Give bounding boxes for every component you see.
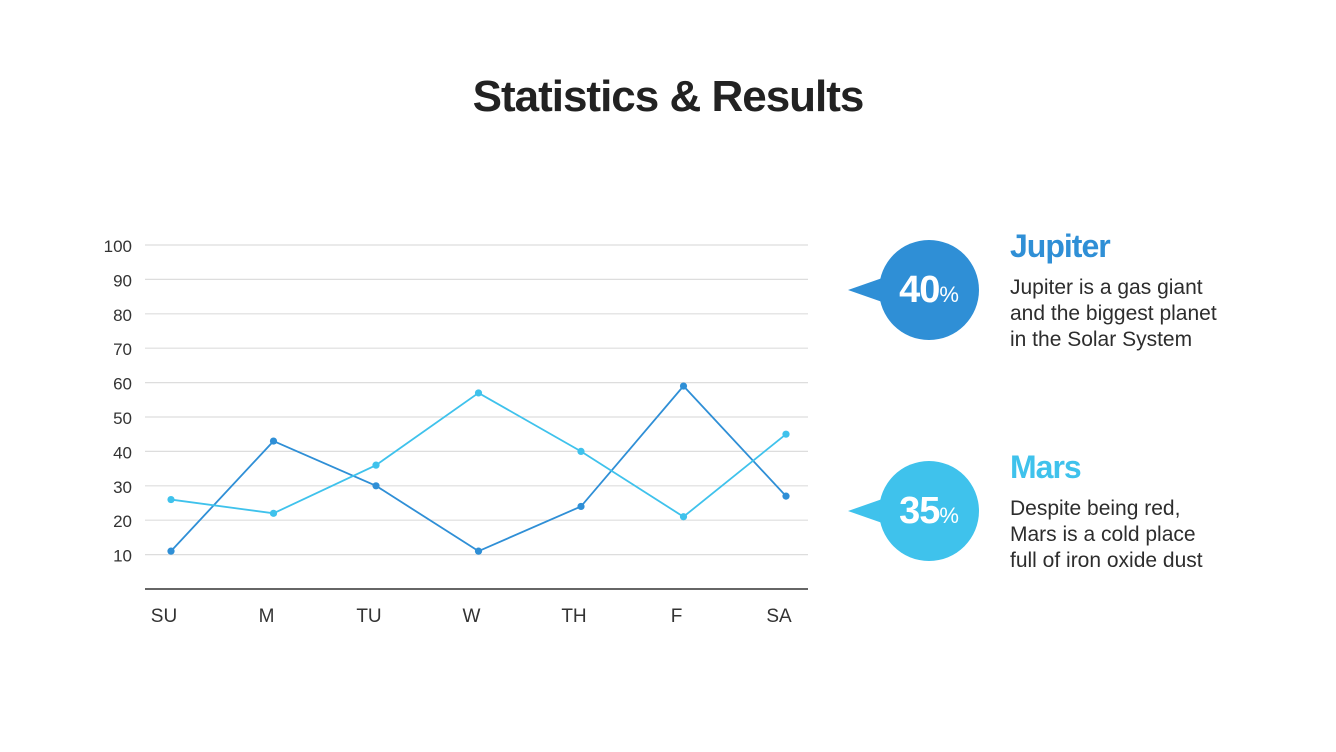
y-tick-label: 90 bbox=[113, 271, 132, 290]
data-point bbox=[782, 430, 790, 438]
x-tick-label: TH bbox=[561, 606, 586, 627]
data-point bbox=[577, 447, 585, 455]
jupiter-desc-line: and the biggest planet bbox=[1010, 302, 1217, 325]
jupiter-percent-bubble: 40 % bbox=[879, 240, 979, 340]
mars-percent-value: 35 bbox=[899, 489, 940, 532]
y-tick-label: 60 bbox=[113, 375, 132, 394]
data-point bbox=[167, 495, 175, 504]
mars-description: Despite being red, Mars is a cold place … bbox=[1010, 496, 1270, 574]
mars-desc-line: Mars is a cold place bbox=[1010, 523, 1196, 546]
data-point bbox=[269, 437, 278, 445]
x-tick-label: W bbox=[463, 606, 481, 627]
y-tick-label: 40 bbox=[113, 443, 132, 462]
y-tick-label: 20 bbox=[113, 512, 132, 531]
x-tick-label: F bbox=[671, 606, 683, 627]
x-tick-label: TU bbox=[356, 606, 381, 627]
data-point bbox=[474, 547, 483, 555]
jupiter-percent-value: 40 bbox=[899, 268, 940, 311]
data-point bbox=[577, 502, 585, 511]
mars-percent-unit: % bbox=[939, 503, 959, 528]
x-tick-label: M bbox=[259, 606, 275, 627]
data-point bbox=[167, 547, 175, 555]
line-chart: 10 20 30 40 50 60 70 80 90 100 SU M TU W TH F SA bbox=[104, 237, 808, 627]
series-line-2 bbox=[170, 391, 787, 518]
y-tick-label: 70 bbox=[113, 340, 132, 359]
series-line-1 bbox=[170, 384, 787, 553]
jupiter-heading: Jupiter bbox=[1010, 228, 1111, 264]
data-point bbox=[474, 389, 483, 397]
y-tick-label: 100 bbox=[104, 237, 132, 256]
mars-desc-line: Despite being red, bbox=[1010, 497, 1181, 520]
data-point bbox=[679, 513, 688, 521]
x-tick-label: SA bbox=[766, 606, 792, 627]
data-point bbox=[372, 461, 380, 469]
jupiter-desc-line: Jupiter is a gas giant bbox=[1010, 276, 1203, 299]
data-point bbox=[782, 492, 790, 500]
y-tick-label: 10 bbox=[113, 547, 132, 566]
mars-heading: Mars bbox=[1010, 449, 1082, 485]
jupiter-desc-line: in the Solar System bbox=[1010, 328, 1193, 351]
page-title: Statistics & Results bbox=[472, 72, 865, 121]
mars-desc-line: full of iron oxide dust bbox=[1010, 549, 1203, 572]
jupiter-description: Jupiter is a gas giant and the biggest p… bbox=[1010, 275, 1270, 353]
data-point bbox=[269, 509, 278, 517]
y-tick-label: 50 bbox=[113, 409, 132, 428]
y-tick-label: 30 bbox=[113, 478, 132, 497]
x-tick-label: SU bbox=[151, 606, 177, 627]
jupiter-percent-unit: % bbox=[939, 282, 959, 307]
mars-percent-bubble: 35 % bbox=[879, 461, 979, 561]
data-point bbox=[372, 482, 380, 490]
y-tick-label: 80 bbox=[113, 306, 132, 325]
data-point bbox=[679, 382, 688, 390]
